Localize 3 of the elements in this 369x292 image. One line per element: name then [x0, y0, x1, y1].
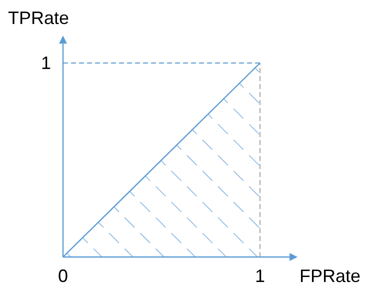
x-axis-title: FPRate: [300, 266, 361, 286]
y-axis-title: TPRate: [8, 8, 70, 28]
x-tick-label: 0: [58, 266, 68, 286]
